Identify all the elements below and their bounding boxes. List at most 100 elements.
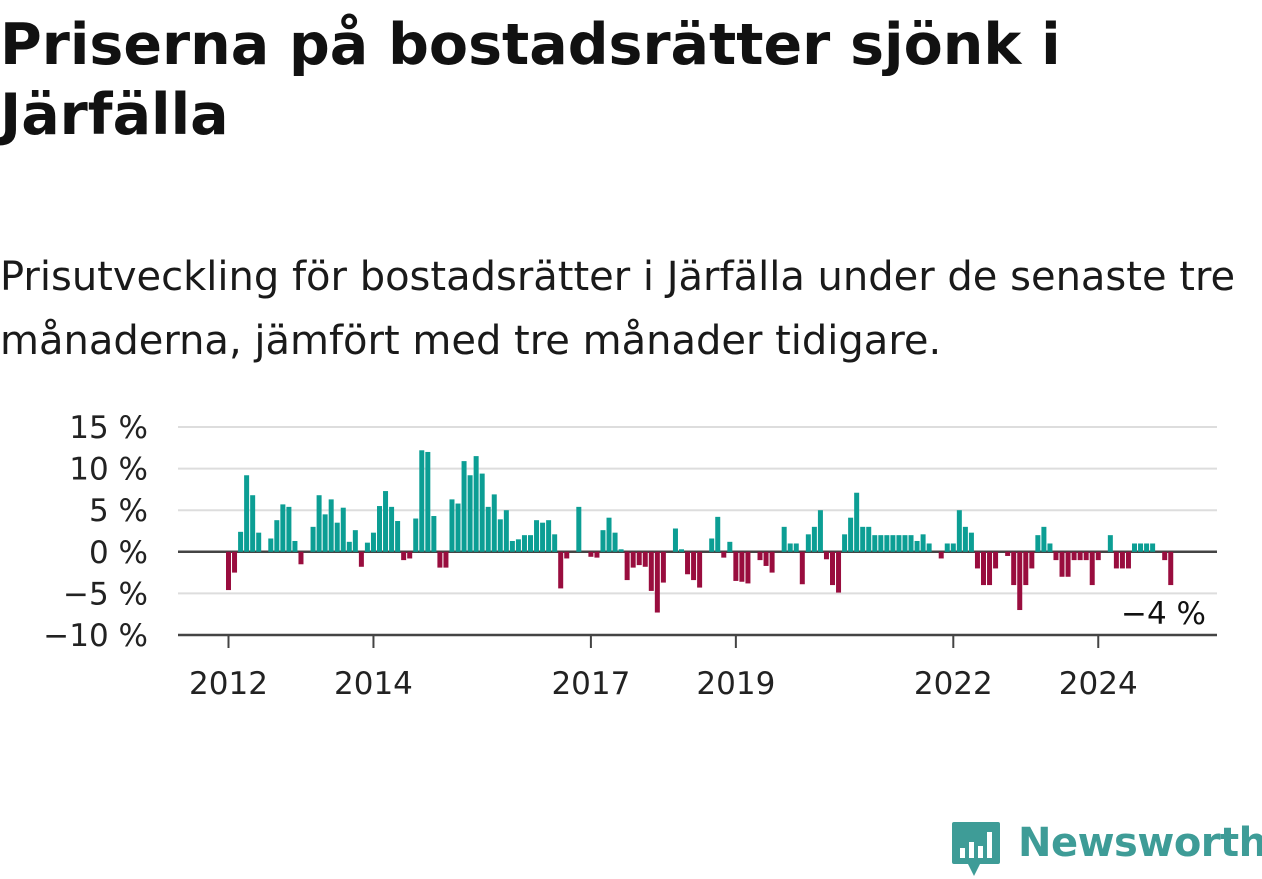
bar bbox=[1023, 551, 1029, 586]
chart-title: Priserna på bostadsrätter sjönk i Järfäl… bbox=[0, 12, 1061, 148]
bar bbox=[920, 534, 926, 552]
y-tick-label: 5 % bbox=[89, 493, 148, 529]
bar bbox=[1113, 551, 1119, 569]
bar bbox=[679, 549, 684, 552]
y-tick-label: −10 % bbox=[43, 618, 148, 654]
bar bbox=[1150, 543, 1156, 552]
bar bbox=[298, 551, 304, 565]
x-tick-label: 2012 bbox=[189, 666, 268, 702]
bar bbox=[866, 526, 872, 552]
bar bbox=[1059, 551, 1065, 577]
bar bbox=[968, 532, 974, 552]
bar bbox=[594, 551, 600, 558]
bar bbox=[401, 551, 407, 561]
bar bbox=[938, 551, 944, 559]
bar bbox=[926, 543, 932, 552]
bar bbox=[509, 540, 515, 552]
bar bbox=[250, 495, 256, 552]
bar bbox=[1071, 551, 1077, 561]
bar bbox=[546, 520, 552, 552]
bar bbox=[1144, 543, 1150, 552]
bar bbox=[685, 551, 691, 575]
bar bbox=[1119, 551, 1125, 569]
bar bbox=[346, 541, 352, 552]
bar bbox=[1011, 551, 1017, 586]
bar bbox=[987, 551, 993, 586]
bar bbox=[540, 522, 546, 552]
bar bbox=[455, 503, 461, 552]
bar bbox=[1053, 551, 1059, 561]
bar bbox=[1065, 551, 1071, 577]
bar bbox=[328, 499, 334, 552]
bar bbox=[636, 551, 642, 566]
bar bbox=[896, 535, 902, 552]
x-tick-label: 2017 bbox=[551, 666, 630, 702]
x-axis-ticks: 2012 2014 2017 2019 2022 2024 bbox=[189, 635, 1138, 702]
bar bbox=[419, 450, 425, 552]
bar bbox=[238, 531, 244, 552]
bar bbox=[286, 506, 292, 552]
bar bbox=[352, 530, 358, 552]
bar bbox=[1125, 551, 1131, 569]
bar bbox=[479, 473, 485, 552]
bar bbox=[793, 543, 799, 552]
x-tick-label: 2022 bbox=[914, 666, 993, 702]
y-tick-label: 15 % bbox=[69, 410, 148, 446]
bar bbox=[944, 543, 950, 552]
bar bbox=[274, 520, 280, 552]
bar bbox=[763, 551, 769, 566]
bar bbox=[449, 499, 455, 552]
bar bbox=[884, 535, 890, 552]
bar bbox=[672, 528, 678, 552]
y-axis-ticks: −10 % −5 % 0 % 5 % 10 % 15 % bbox=[43, 410, 148, 654]
x-tick-label: 2024 bbox=[1059, 666, 1138, 702]
bar bbox=[364, 542, 370, 552]
bar bbox=[618, 549, 624, 552]
bar bbox=[528, 535, 533, 552]
bar bbox=[1017, 551, 1023, 611]
bar bbox=[588, 551, 594, 557]
bar bbox=[377, 506, 382, 552]
bar bbox=[552, 534, 558, 552]
bar bbox=[1077, 551, 1083, 561]
bar bbox=[503, 510, 509, 552]
bar bbox=[993, 551, 999, 569]
bar bbox=[1162, 551, 1168, 561]
bar bbox=[521, 535, 527, 552]
bar bbox=[830, 551, 835, 586]
bar bbox=[660, 551, 666, 583]
bar bbox=[914, 540, 920, 552]
bar bbox=[322, 514, 328, 552]
newsworthy-logo: Newsworthy bbox=[950, 818, 1262, 878]
bar bbox=[956, 510, 962, 552]
bar bbox=[292, 540, 298, 552]
bar bbox=[624, 551, 630, 581]
bar bbox=[370, 532, 376, 552]
bar bbox=[630, 551, 636, 568]
bar bbox=[1035, 535, 1041, 552]
bar bbox=[890, 535, 896, 552]
bar bbox=[1107, 535, 1113, 552]
bar bbox=[787, 543, 793, 552]
bar bbox=[811, 526, 817, 552]
bar bbox=[799, 551, 805, 585]
gridlines bbox=[178, 426, 1217, 637]
bar bbox=[413, 518, 419, 552]
bar bbox=[721, 551, 727, 558]
y-tick-label: −5 % bbox=[63, 576, 148, 612]
bar bbox=[334, 522, 340, 552]
bar bbox=[340, 507, 346, 552]
bar bbox=[491, 494, 497, 552]
bar bbox=[697, 551, 703, 588]
bar bbox=[383, 491, 389, 552]
bar bbox=[823, 551, 829, 560]
bar-chart: −10 % −5 % 0 % 5 % 10 % 15 % 2012 2014 2017 2019… bbox=[43, 410, 1217, 702]
bar bbox=[769, 551, 775, 573]
bar bbox=[733, 551, 739, 581]
bar bbox=[395, 521, 401, 552]
bar bbox=[497, 519, 503, 552]
y-tick-label: 0 % bbox=[89, 535, 148, 571]
brand-name: Newsworthy bbox=[1018, 820, 1262, 866]
chart-subtitle: Prisutveckling för bostadsrätter i Järfä… bbox=[0, 254, 1236, 364]
bar bbox=[564, 551, 570, 559]
